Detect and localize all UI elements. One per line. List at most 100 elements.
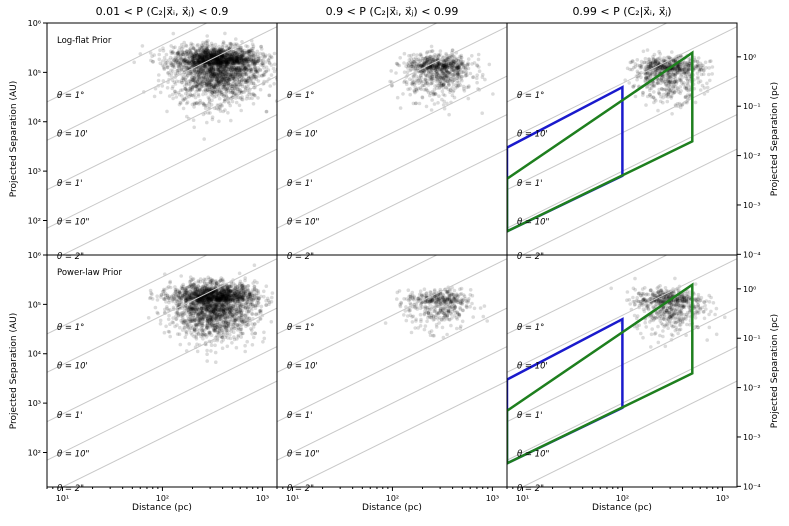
data-point — [219, 54, 224, 59]
data-point — [238, 72, 243, 77]
data-point — [228, 57, 233, 61]
data-point — [200, 69, 205, 73]
data-point — [414, 87, 419, 92]
data-point — [195, 75, 199, 80]
data-point — [190, 70, 194, 74]
data-point — [156, 78, 161, 83]
data-point — [203, 103, 208, 108]
data-point — [206, 84, 211, 88]
data-point — [205, 76, 210, 81]
data-point — [642, 60, 646, 65]
data-point — [215, 56, 219, 60]
data-point — [206, 51, 210, 56]
data-point — [212, 53, 217, 58]
data-point — [425, 81, 429, 85]
data-point — [238, 69, 242, 73]
data-point — [203, 70, 208, 75]
data-point — [693, 100, 698, 105]
data-point — [435, 86, 439, 90]
data-point — [211, 85, 216, 89]
data-point — [243, 72, 248, 76]
data-point — [203, 68, 208, 72]
data-point — [245, 62, 250, 66]
data-point — [190, 75, 195, 80]
data-point — [214, 83, 219, 87]
data-point — [244, 57, 249, 61]
data-point — [247, 64, 251, 68]
data-point — [220, 58, 224, 63]
data-point — [220, 67, 225, 71]
data-point — [224, 69, 228, 73]
data-point — [173, 59, 178, 63]
data-point — [251, 53, 256, 58]
data-point — [199, 67, 204, 72]
data-point — [216, 93, 221, 98]
data-point — [223, 69, 228, 74]
data-point — [668, 75, 673, 80]
data-point — [220, 60, 224, 65]
data-point — [224, 62, 229, 67]
data-point — [231, 49, 235, 54]
data-point — [210, 72, 215, 76]
data-point — [215, 59, 219, 63]
data-point — [247, 49, 251, 54]
data-point — [224, 61, 229, 66]
data-point — [224, 63, 228, 68]
data-point — [215, 74, 220, 78]
data-point — [237, 68, 242, 73]
data-point — [424, 104, 429, 109]
data-point — [466, 57, 471, 61]
data-point — [199, 66, 203, 71]
data-point — [239, 60, 244, 64]
data-point — [211, 89, 215, 93]
data-point — [188, 92, 193, 97]
data-point — [643, 56, 648, 61]
data-point — [219, 69, 223, 74]
data-point — [218, 50, 222, 54]
data-point — [230, 44, 235, 48]
data-point — [251, 102, 256, 106]
data-point — [219, 75, 224, 80]
data-point — [206, 53, 211, 57]
data-point — [232, 61, 237, 66]
data-point — [204, 51, 208, 56]
data-point — [201, 55, 206, 60]
data-point — [206, 55, 211, 59]
data-point — [164, 61, 168, 65]
data-point — [669, 70, 674, 75]
data-point — [211, 71, 215, 76]
data-point — [209, 82, 213, 87]
data-point — [225, 62, 230, 66]
data-point — [196, 59, 200, 63]
data-point — [184, 59, 189, 64]
data-point — [210, 53, 214, 57]
data-point — [205, 55, 209, 60]
data-point — [215, 64, 220, 69]
data-point — [210, 66, 214, 71]
data-point — [245, 56, 249, 60]
data-point — [193, 56, 197, 60]
data-point — [185, 101, 189, 106]
data-point — [181, 75, 186, 80]
data-point — [248, 49, 252, 53]
data-point — [188, 47, 192, 52]
data-point — [194, 49, 198, 54]
data-point — [206, 74, 211, 79]
data-point — [189, 87, 193, 92]
data-point — [193, 95, 198, 100]
data-point — [251, 81, 256, 85]
data-point — [228, 45, 233, 49]
data-point — [233, 67, 237, 72]
data-point — [203, 88, 208, 93]
data-point — [233, 91, 237, 96]
data-point — [247, 55, 252, 59]
data-point — [237, 74, 242, 79]
data-point — [228, 73, 233, 78]
data-point — [206, 60, 211, 65]
data-point — [238, 74, 242, 78]
data-point — [216, 64, 221, 69]
data-point — [189, 63, 194, 68]
data-point — [193, 49, 198, 53]
data-point — [217, 96, 222, 101]
data-point — [198, 55, 202, 59]
